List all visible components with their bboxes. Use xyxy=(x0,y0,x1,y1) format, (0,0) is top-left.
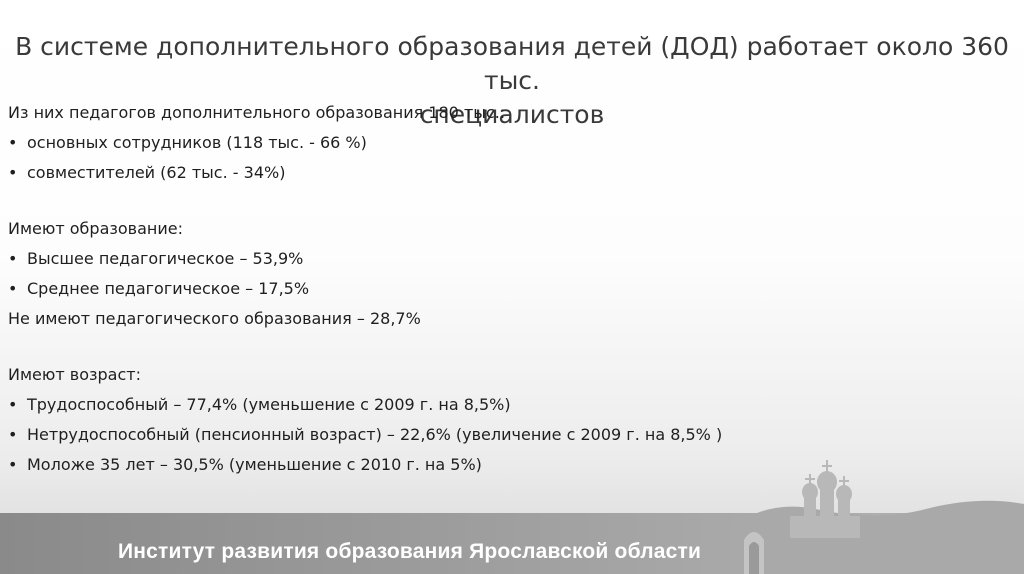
bullet-icon: • xyxy=(8,163,18,182)
slide-title: В системе дополнительного образования де… xyxy=(0,30,1024,132)
list-item: • Нетрудоспособный (пенсионный возраст) –… xyxy=(8,420,1008,450)
slide-title-line-1: В системе дополнительного образования де… xyxy=(15,32,1009,95)
no-education-text: Не имеют педагогического образования – 2… xyxy=(8,309,421,328)
church-silhouette-icon xyxy=(730,460,1024,574)
bullet-icon: • xyxy=(8,455,18,474)
age-heading: Имеют возраст: xyxy=(8,365,141,384)
list-item: • Среднее педагогическое – 17,5% xyxy=(8,274,1008,304)
list-item: • Моложе 35 лет – 30,5% (уменьшение с 201… xyxy=(8,450,1008,480)
list-item: • Высшее педагогическое – 53,9% xyxy=(8,244,1008,274)
list-item: • совместителей (62 тыс. - 34%) xyxy=(8,158,1008,188)
list-item: • Трудоспособный – 77,4% (уменьшение с 20… xyxy=(8,390,1008,420)
bullet-icon: • xyxy=(8,133,18,152)
bullet-icon: • xyxy=(8,279,18,298)
intro-text: Из них педагогов дополнительного образов… xyxy=(8,103,506,122)
list-item: • основных сотрудников (118 тыс. - 66 %) xyxy=(8,128,1008,158)
bullet-icon: • xyxy=(8,249,18,268)
slide-body: Из них педагогов дополнительного образов… xyxy=(8,98,1008,480)
bullet-icon: • xyxy=(8,425,18,444)
slide-title-line-2: специалистов xyxy=(419,100,605,129)
institute-name: Институт развития образования Ярославско… xyxy=(118,540,702,563)
education-heading: Имеют образование: xyxy=(8,219,183,238)
bullet-icon: • xyxy=(8,395,18,414)
